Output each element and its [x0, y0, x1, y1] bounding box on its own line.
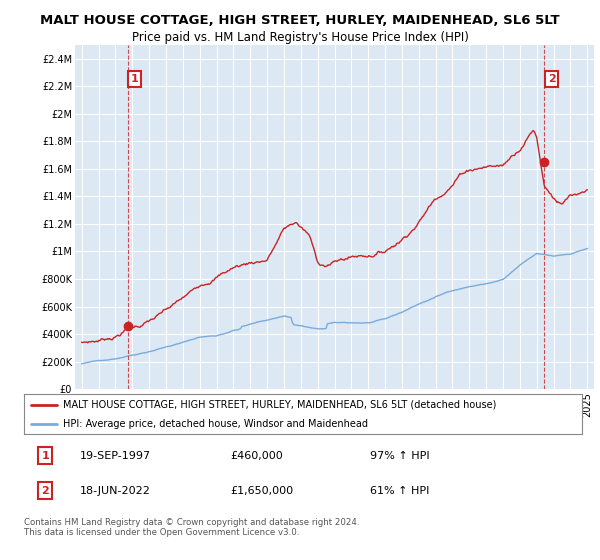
Text: 2: 2: [41, 486, 49, 496]
Text: Contains HM Land Registry data © Crown copyright and database right 2024.
This d: Contains HM Land Registry data © Crown c…: [24, 518, 359, 538]
Text: MALT HOUSE COTTAGE, HIGH STREET, HURLEY, MAIDENHEAD, SL6 5LT (detached house): MALT HOUSE COTTAGE, HIGH STREET, HURLEY,…: [63, 400, 496, 410]
Text: £1,650,000: £1,650,000: [230, 486, 293, 496]
Text: Price paid vs. HM Land Registry's House Price Index (HPI): Price paid vs. HM Land Registry's House …: [131, 31, 469, 44]
Text: 97% ↑ HPI: 97% ↑ HPI: [370, 451, 430, 461]
Text: 1: 1: [131, 74, 139, 84]
Text: 1: 1: [41, 451, 49, 461]
Text: 18-JUN-2022: 18-JUN-2022: [80, 486, 151, 496]
Text: £460,000: £460,000: [230, 451, 283, 461]
Text: HPI: Average price, detached house, Windsor and Maidenhead: HPI: Average price, detached house, Wind…: [63, 419, 368, 429]
Text: MALT HOUSE COTTAGE, HIGH STREET, HURLEY, MAIDENHEAD, SL6 5LT: MALT HOUSE COTTAGE, HIGH STREET, HURLEY,…: [40, 14, 560, 27]
Text: 61% ↑ HPI: 61% ↑ HPI: [370, 486, 430, 496]
Text: 2: 2: [548, 74, 556, 84]
Text: 19-SEP-1997: 19-SEP-1997: [80, 451, 151, 461]
